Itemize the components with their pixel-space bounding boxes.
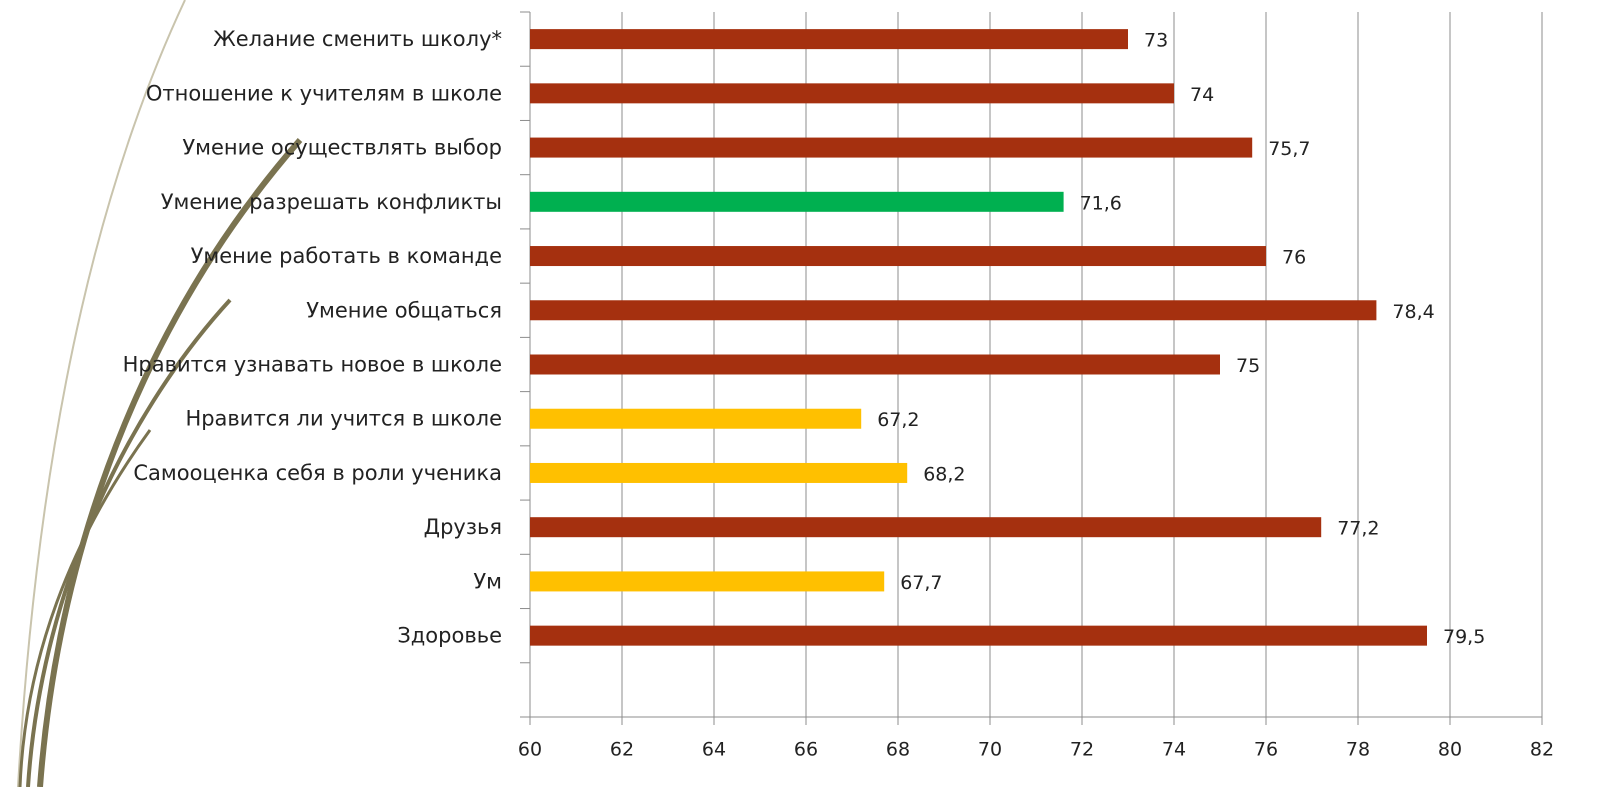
y-tick-label: Ум xyxy=(473,569,502,593)
x-tick-label: 82 xyxy=(1530,739,1554,761)
value-label: 79,5 xyxy=(1443,626,1485,648)
y-tick-label: Самооценка себя в роли ученика xyxy=(133,461,502,485)
value-label: 67,2 xyxy=(877,409,919,431)
y-tick-label: Умение общаться xyxy=(306,298,502,322)
y-tick-label: Здоровье xyxy=(397,624,502,648)
y-tick-label: Умение работать в команде xyxy=(191,244,502,268)
x-tick-label: 62 xyxy=(610,739,634,761)
value-label: 77,2 xyxy=(1337,518,1379,540)
x-tick-label: 74 xyxy=(1162,739,1186,761)
y-tick-label: Отношение к учителям в школе xyxy=(146,81,502,105)
x-tick-label: 64 xyxy=(702,739,726,761)
value-label: 78,4 xyxy=(1392,301,1434,323)
y-tick-label: Умение разрешать конфликты xyxy=(161,190,502,214)
x-tick-label: 60 xyxy=(518,739,542,761)
bar xyxy=(530,408,862,429)
x-tick-label: 68 xyxy=(886,739,910,761)
y-tick-label: Желание сменить школу* xyxy=(213,27,502,51)
x-tick-label: 72 xyxy=(1070,739,1094,761)
x-tick-label: 70 xyxy=(978,739,1002,761)
bar xyxy=(530,462,908,483)
bar xyxy=(530,83,1174,104)
value-label: 74 xyxy=(1190,84,1214,106)
value-label: 75,7 xyxy=(1268,138,1310,160)
bar xyxy=(530,246,1266,267)
y-tick-label: Нравится ли учится в школе xyxy=(185,407,502,431)
bar xyxy=(530,571,885,592)
bar xyxy=(530,137,1253,158)
y-tick-label: Друзья xyxy=(424,515,502,539)
value-label: 73 xyxy=(1144,30,1168,52)
x-tick-label: 66 xyxy=(794,739,818,761)
x-tick-label: 78 xyxy=(1346,739,1370,761)
y-tick-label: Умение осуществлять выбор xyxy=(182,136,502,160)
bar xyxy=(530,29,1128,50)
decoration xyxy=(17,0,303,787)
bar xyxy=(530,354,1220,375)
value-label: 71,6 xyxy=(1080,192,1122,214)
bar xyxy=(530,517,1322,538)
y-tick-label: Нравится узнавать новое в школе xyxy=(123,353,502,377)
value-label: 75 xyxy=(1236,355,1260,377)
x-tick-label: 80 xyxy=(1438,739,1462,761)
bar xyxy=(530,625,1427,646)
value-label: 68,2 xyxy=(923,463,965,485)
value-label: 76 xyxy=(1282,247,1306,269)
bar xyxy=(530,300,1377,321)
x-tick-label: 76 xyxy=(1254,739,1278,761)
value-label: 67,7 xyxy=(900,572,942,594)
bar xyxy=(530,191,1064,212)
